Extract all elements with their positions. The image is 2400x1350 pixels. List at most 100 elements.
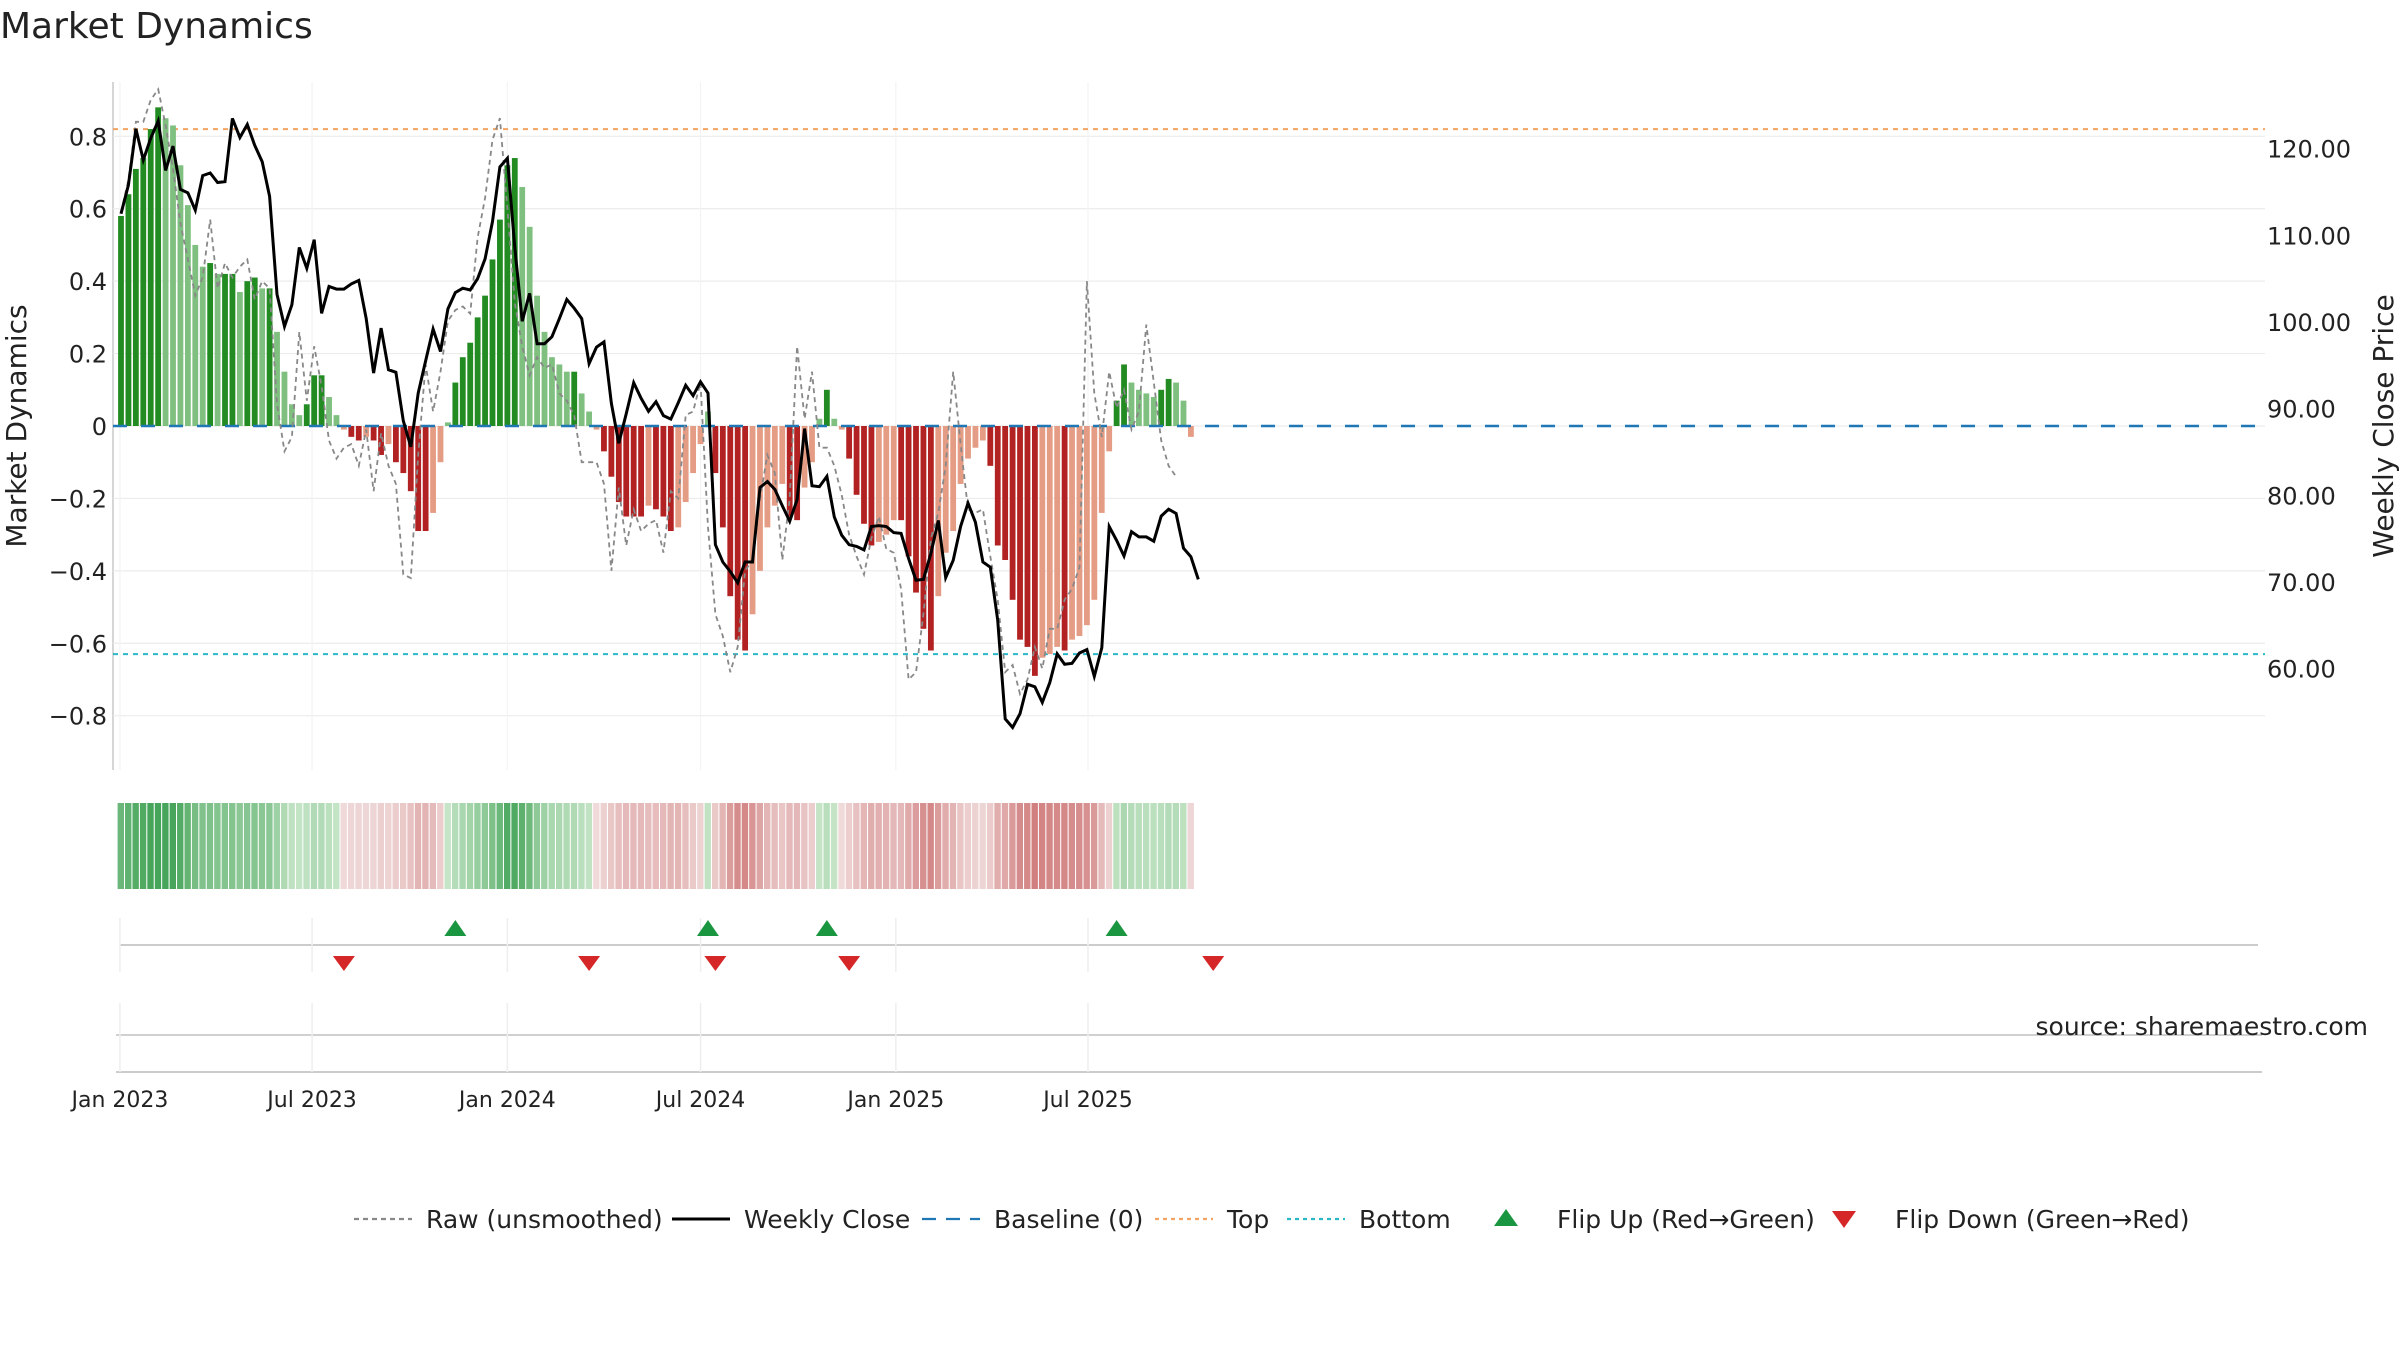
momentum-bar <box>816 418 823 426</box>
momentum-bar <box>474 317 481 426</box>
legend: Raw (unsmoothed) Weekly Close Baseline (0)… <box>354 1205 2190 1234</box>
ribbon-cell <box>942 803 949 889</box>
flip-down-marker <box>332 956 355 971</box>
momentum-bar <box>511 158 518 426</box>
momentum-bar <box>497 219 503 426</box>
momentum-bar <box>972 426 979 448</box>
ribbon-cell <box>637 803 645 889</box>
ribbon-cell <box>1187 803 1194 889</box>
momentum-bar <box>192 244 199 426</box>
ribbon-cell <box>1053 803 1061 889</box>
momentum-bar <box>244 281 251 426</box>
flip-up-marker <box>815 920 838 936</box>
ribbon-cell <box>325 803 333 889</box>
momentum-bar <box>742 426 749 651</box>
ribbon-cell <box>340 803 347 889</box>
x-tick-label: Jul 2025 <box>1041 1088 1133 1113</box>
momentum-bar <box>236 292 243 426</box>
momentum-bar <box>118 215 124 426</box>
momentum-bar <box>1106 426 1113 452</box>
momentum-bar <box>608 426 615 477</box>
ribbon-cell <box>1165 803 1172 889</box>
momentum-bar <box>162 118 169 427</box>
momentum-bar <box>645 426 652 506</box>
left-tick-labels: 0.8 0.6 0.4 0.2 0 −0.2 −0.4 −0.6 −0.8 <box>49 123 107 730</box>
ribbon-cell <box>1172 803 1180 889</box>
right-tick-label: 70.00 <box>2267 569 2336 597</box>
momentum-bar <box>140 158 147 426</box>
momentum-bar <box>281 371 288 426</box>
ribbon-cell <box>801 803 808 889</box>
momentum-bar <box>296 415 303 426</box>
momentum-bar <box>1017 426 1023 640</box>
right-tick-label: 120.00 <box>2267 136 2351 164</box>
momentum-bar <box>430 426 436 513</box>
legend-marker <box>1832 1211 1856 1228</box>
ribbon-cell <box>793 803 801 889</box>
momentum-bar <box>274 331 280 426</box>
ribbon-cell <box>191 803 199 889</box>
ribbon-cell <box>370 803 377 889</box>
momentum-bar <box>965 426 971 459</box>
momentum-bar <box>734 426 741 640</box>
momentum-bar <box>1180 400 1187 426</box>
ribbon-cell <box>682 803 689 889</box>
momentum-bar <box>355 426 362 441</box>
flip-up-marker <box>696 920 719 936</box>
ribbon-cell <box>1180 803 1187 889</box>
momentum-bar <box>1076 426 1083 637</box>
momentum-bar <box>214 273 221 426</box>
momentum-bar <box>1150 397 1157 426</box>
ribbon-cell <box>489 803 496 889</box>
legend-item: Flip Down (Green→Red) <box>1832 1205 2190 1234</box>
ribbon-cell <box>994 803 1001 889</box>
momentum-bar <box>1031 426 1038 676</box>
momentum-bar <box>467 342 474 426</box>
legend-label: Flip Up (Red→Green) <box>1557 1205 1815 1234</box>
ribbon-cell <box>1031 803 1038 889</box>
ribbon-cell <box>674 803 682 889</box>
ribbon-cell <box>756 803 763 889</box>
ribbon-cell <box>570 803 578 889</box>
ribbon-cell <box>667 803 674 889</box>
ribbon-cell <box>823 803 830 889</box>
ribbon-cell <box>177 803 184 889</box>
x-tick-label: Jan 2024 <box>457 1088 556 1113</box>
ribbon-cell <box>897 803 905 889</box>
ribbon-cell <box>734 803 741 889</box>
weekly-close-line <box>119 115 1200 731</box>
ribbon-cell <box>303 803 310 889</box>
ribbon-cell <box>986 803 994 889</box>
legend-label: Raw (unsmoothed) <box>426 1205 663 1234</box>
ribbon-cell <box>764 803 771 889</box>
ribbon-cell <box>555 803 563 889</box>
ribbon-cell <box>719 803 726 889</box>
momentum-bar <box>177 165 184 426</box>
empty-panel-gridlines <box>119 1003 1089 1072</box>
ribbon-cell <box>778 803 786 889</box>
momentum-bar <box>170 125 176 426</box>
ribbon-cell <box>630 803 637 889</box>
ribbon-cell <box>905 803 912 889</box>
momentum-bar <box>675 426 682 528</box>
momentum-bar <box>348 426 355 437</box>
momentum-bar <box>890 426 897 521</box>
ribbon-cell <box>154 803 162 889</box>
ribbon-cell <box>236 803 243 889</box>
momentum-bar <box>838 426 845 430</box>
legend-item: Flip Up (Red→Green) <box>1494 1205 1815 1234</box>
ribbon-cell <box>214 803 221 889</box>
ribbon-cell <box>957 803 964 889</box>
ribbon-cell <box>912 803 920 889</box>
ribbon-cell <box>206 803 214 889</box>
ribbon-cell <box>578 803 585 889</box>
legend-marker <box>1494 1209 1518 1226</box>
ribbon-cell <box>593 803 600 889</box>
ribbon-cell <box>1098 803 1105 889</box>
ribbon-cell <box>459 803 466 889</box>
momentum-bar <box>920 426 927 629</box>
ribbon-cell <box>1024 803 1031 889</box>
momentum-bar <box>712 426 719 474</box>
ribbon-cell <box>726 803 734 889</box>
momentum-bar <box>861 426 867 524</box>
